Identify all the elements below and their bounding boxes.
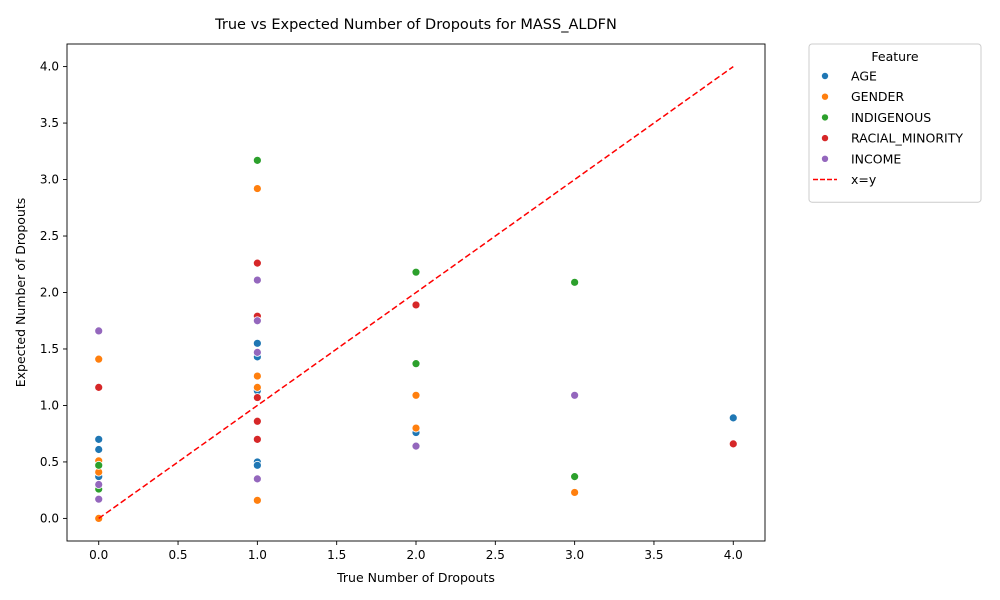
y-tick-label: 3.5 [40,116,59,130]
y-axis-ticks: 0.0 0.5 1.0 1.5 2.0 2.5 3.0 3.5 4.0 [40,60,67,525]
data-point [252,258,262,268]
x-tick-label: 1.5 [327,548,346,562]
legend-label: INDIGENOUS [851,110,931,125]
legend-title: Feature [871,49,919,64]
legend-item: RACIAL_MINORITY [821,131,963,146]
data-point [252,316,262,326]
data-point [94,434,104,444]
legend-item: GENDER [821,89,904,104]
data-point [252,275,262,285]
data-point [728,439,738,449]
data-point [570,472,580,482]
data-point [252,474,262,484]
data-point [411,300,421,310]
data-point [94,382,104,392]
legend-marker [821,155,829,163]
legend-label: x=y [851,172,877,187]
data-point [94,460,104,470]
data-point [411,267,421,277]
y-tick-label: 2.0 [40,286,59,300]
y-tick-label: 3.0 [40,173,59,187]
data-point [252,416,262,426]
data-point [570,488,580,497]
series-income [94,275,580,504]
series-indigenous [94,155,580,494]
data-point [411,423,421,433]
y-tick-label: 0.0 [40,511,59,525]
legend-marker [821,134,829,142]
data-point [252,434,262,444]
data-point [252,382,262,392]
y-tick-label: 4.0 [40,60,59,74]
data-point [728,413,738,423]
x-tick-label: 1.0 [248,548,267,562]
data-point [94,354,104,364]
x-tick-label: 0.0 [89,548,108,562]
data-point [252,338,262,348]
data-point [411,390,421,400]
data-point [252,393,262,402]
x-tick-label: 3.0 [565,548,584,562]
y-tick-label: 1.5 [40,342,59,356]
legend-item: AGE [821,69,877,84]
x-tick-label: 3.5 [644,548,663,562]
x-tick-label: 2.5 [486,548,505,562]
data-point [94,445,104,454]
y-axis-label: Expected Number of Dropouts [13,198,28,388]
data-point [411,441,421,451]
data-point [570,277,580,287]
reference-line-x-equals-y [98,65,734,520]
data-point [252,184,262,193]
y-tick-label: 0.5 [40,455,59,469]
legend-label: INCOME [851,151,901,166]
legend-label: AGE [851,69,877,84]
data-point [411,359,421,369]
data-point [252,460,262,470]
y-tick-label: 2.5 [40,229,59,243]
legend-item: x=y [813,172,877,187]
legend-item: INCOME [821,151,901,166]
legend-label: RACIAL_MINORITY [851,131,963,146]
data-point [252,347,262,357]
series-racial-minority [94,258,738,449]
legend-frame [808,43,982,203]
x-tick-label: 4.0 [724,548,743,562]
legend-marker [821,92,829,101]
series-age [94,338,738,482]
data-point [570,390,580,400]
data-point [252,495,262,505]
x-tick-label: 0.5 [168,548,187,562]
y-tick-label: 1.0 [40,398,59,412]
data-point [252,155,262,165]
x-tick-label: 2.0 [406,548,425,562]
legend-marker [821,72,829,80]
data-point [94,494,104,504]
x-axis-ticks: 0.0 0.5 1.0 1.5 2.0 2.5 3.0 3.5 4.0 [89,541,743,562]
legend-label: GENDER [851,89,904,104]
legend: Feature AGE GENDER INDIGENOUS RACIAL_MINORI… [808,43,982,203]
data-point [94,480,104,489]
x-axis-label: True Number of Dropouts [336,570,495,585]
legend-marker [821,113,829,122]
legend-item: INDIGENOUS [821,110,931,125]
data-point [252,371,262,381]
data-point [94,326,104,336]
chart-title: True vs Expected Number of Dropouts for … [214,17,617,33]
